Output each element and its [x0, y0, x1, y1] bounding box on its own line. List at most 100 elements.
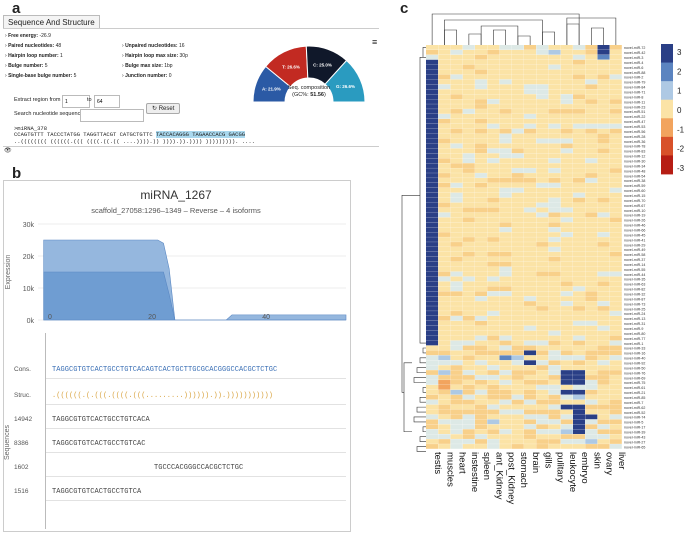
heatmap-cell [511, 242, 524, 247]
seq-row-sequence: TGCCCACGGGCCACGCTCTGC [52, 464, 244, 472]
heatmap-cell [597, 365, 610, 370]
chevron-right-icon: › [122, 53, 126, 59]
dendrogram-branch [419, 57, 426, 344]
heatmap-cell [511, 128, 524, 134]
seq-name: >miRNA_378 [14, 125, 48, 132]
heatmap-cell [548, 227, 561, 233]
heatmap-cell [426, 340, 439, 346]
tab-sequence-structure[interactable]: Sequence And Structure [3, 15, 100, 29]
heatmap-cell [585, 173, 598, 178]
heatmap-cell [524, 178, 537, 183]
stat-value: 30p [179, 53, 188, 59]
legend-color-block [661, 155, 673, 175]
heatmap-cell [560, 409, 573, 415]
heatmap-cell [487, 123, 500, 129]
row-label: novel-miR-49 [624, 248, 645, 252]
dendrogram-branch [416, 406, 426, 413]
heatmap-cell [487, 79, 500, 85]
heatmap-cell [499, 380, 512, 385]
heatmap-cell [560, 104, 573, 109]
heatmap-cell [585, 212, 598, 218]
heatmap-cell [597, 286, 610, 292]
heatmap-cell [438, 365, 451, 370]
heatmap-cell [548, 301, 561, 306]
heatmap-cell [511, 365, 524, 370]
heatmap-cell [475, 370, 488, 375]
heatmap-cell [609, 424, 622, 430]
dendrogram-branch [422, 387, 426, 393]
heatmap-cell [524, 424, 537, 430]
heatmap-cell [536, 242, 549, 247]
heatmap-cell [573, 266, 586, 272]
search-seq-input[interactable] [80, 109, 144, 122]
heatmap-cell [560, 133, 573, 139]
heatmap-cell [609, 291, 622, 297]
dendrogram-branch [403, 362, 412, 433]
heatmap-cell [548, 345, 561, 351]
heatmap-cell [426, 281, 439, 287]
heatmap-cell [524, 315, 537, 321]
dendrogram-branch [431, 13, 580, 45]
heatmap-cell [548, 173, 561, 178]
heatmap-cell [499, 375, 512, 380]
heatmap-cell [573, 84, 586, 90]
heatmap-cell [548, 389, 561, 395]
row-label: novel-miR-43 [624, 435, 645, 439]
heatmap-cell [462, 335, 475, 341]
heatmap-cell [524, 389, 537, 395]
heatmap-cell [511, 350, 524, 356]
row-label: novel-miR-24 [624, 312, 645, 316]
heatmap-cell [548, 394, 561, 400]
heatmap-cell [609, 94, 622, 99]
heatmap-cell [462, 192, 475, 198]
heatmap-cell [560, 345, 573, 351]
heatmap-cell [499, 434, 512, 439]
heatmap-cell [597, 271, 610, 277]
heatmap-cell [450, 419, 463, 425]
heatmap-cell [573, 187, 586, 193]
seq-row-sequence: TAGGCGTGTCACTGCCTGTCACA [52, 416, 150, 424]
heatmap-cell [511, 113, 524, 119]
menu-icon[interactable]: ≡ [372, 37, 378, 47]
heatmap-cell [548, 330, 561, 336]
row-label: novel-miR-6 [624, 66, 643, 70]
donut-slice-label: A: 21.9% [262, 87, 281, 92]
eye-icon[interactable]: 👁 [4, 148, 12, 154]
heatmap-cell [450, 187, 463, 193]
extract-from-input[interactable] [62, 95, 90, 108]
heatmap-cell [450, 104, 463, 109]
heatmap-cell [597, 207, 610, 213]
heatmap-cell [536, 335, 549, 341]
extract-to-input[interactable] [94, 95, 120, 108]
heatmap-cell [462, 434, 475, 439]
heatmap-cell [511, 74, 524, 80]
heatmap-cell [585, 118, 598, 124]
heatmap-cell [450, 99, 463, 104]
heatmap-cell [548, 148, 561, 154]
heatmap-cell [511, 64, 524, 70]
heatmap-cell [597, 79, 610, 85]
heatmap-cell [475, 173, 488, 178]
heatmap-cell [609, 118, 622, 124]
heatmap-cell [487, 306, 500, 311]
heatmap-cell [597, 84, 610, 90]
row-label: novel-miR-41 [624, 238, 645, 242]
heatmap-cell [597, 281, 610, 287]
heatmap-cell [524, 271, 537, 277]
heatmap-cell [438, 118, 451, 124]
heatmap-cell [573, 301, 586, 306]
heatmap-cell [524, 296, 537, 301]
heatmap-cell [597, 350, 610, 356]
column-label: ovary [604, 452, 615, 475]
heatmap-cell [560, 182, 573, 188]
heatmap-cell [524, 306, 537, 311]
heatmap-cell [426, 311, 439, 316]
heatmap-cell [548, 222, 561, 228]
heatmap-cell [560, 197, 573, 203]
reset-button[interactable]: ↻ Reset [146, 103, 181, 114]
heatmap-cell [462, 202, 475, 208]
heatmap-cell [536, 128, 549, 134]
dendrogram-branch [416, 446, 426, 452]
heatmap-cell [536, 84, 549, 90]
reset-label: Reset [158, 106, 175, 112]
